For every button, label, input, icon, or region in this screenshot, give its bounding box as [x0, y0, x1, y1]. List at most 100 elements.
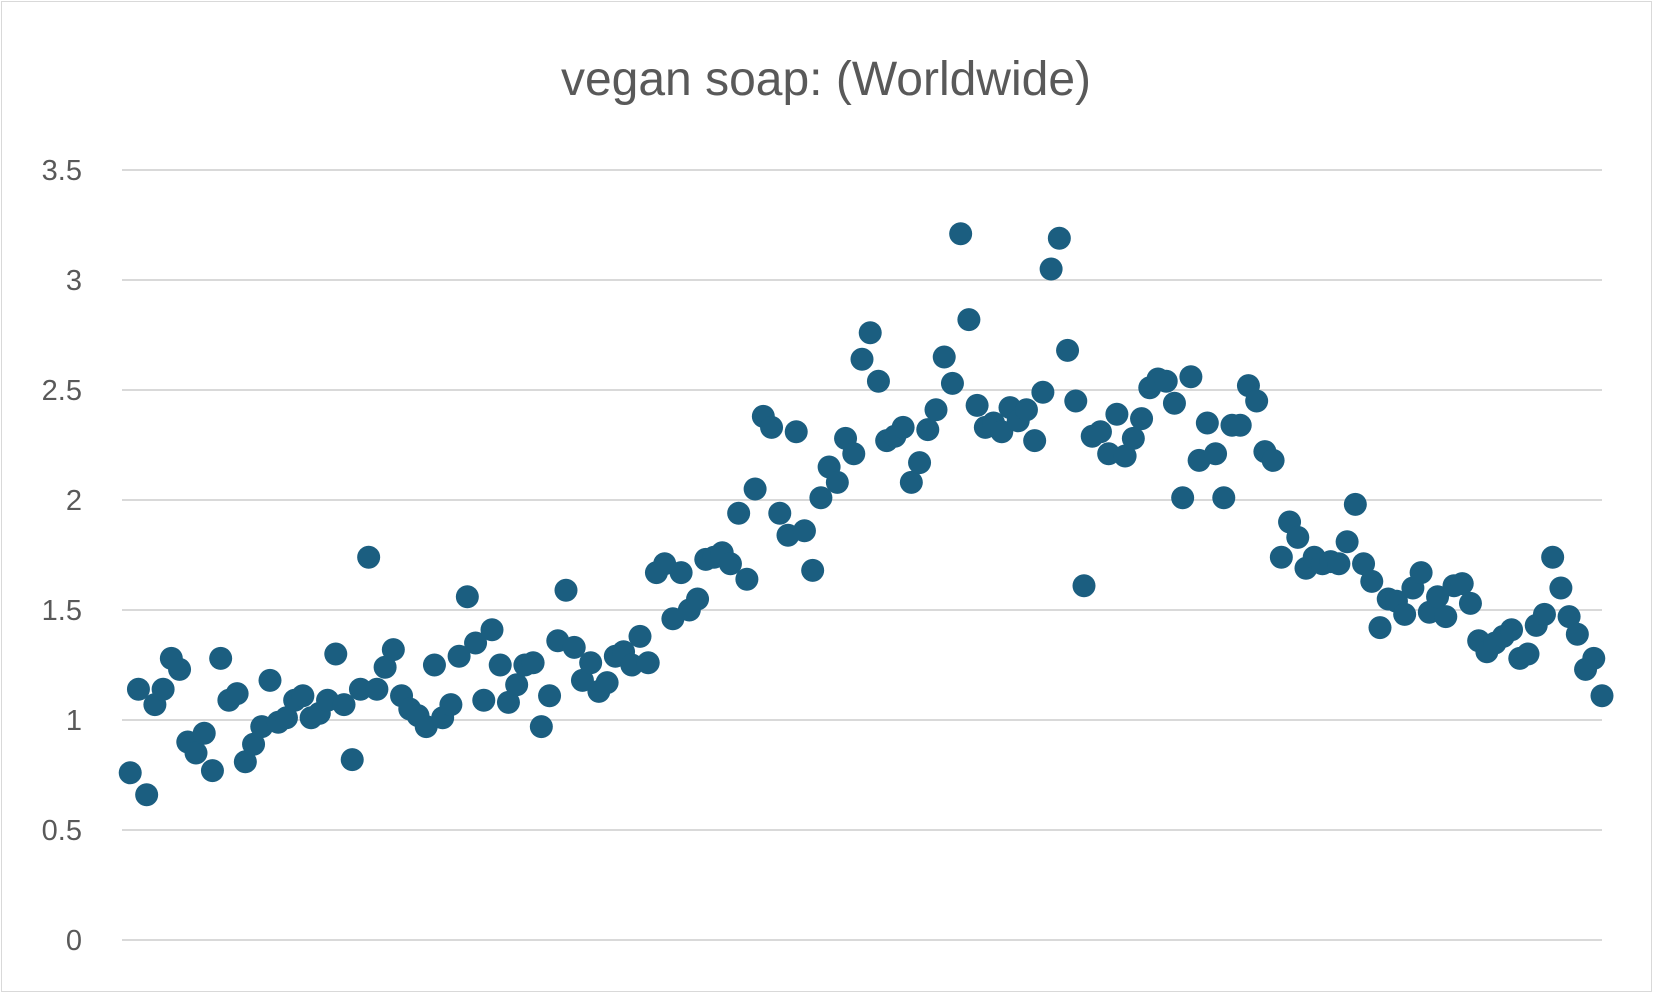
data-point	[562, 635, 586, 659]
data-point	[1245, 389, 1269, 413]
data-point	[1327, 552, 1351, 576]
data-point	[1269, 545, 1293, 569]
data-point	[949, 222, 973, 246]
data-point	[1286, 525, 1310, 549]
y-tick-label: 0.5	[42, 815, 82, 847]
data-point	[1039, 257, 1063, 281]
data-point	[1195, 411, 1219, 435]
data-point	[324, 642, 348, 666]
data-point	[1335, 530, 1359, 554]
data-point	[743, 477, 767, 501]
data-point	[1064, 389, 1088, 413]
data-point	[570, 668, 594, 692]
data-point	[768, 501, 792, 525]
data-point	[891, 415, 915, 439]
data-point	[455, 585, 479, 609]
data-point	[628, 624, 652, 648]
data-point	[538, 684, 562, 708]
data-point	[1261, 448, 1285, 472]
data-point	[1393, 602, 1417, 626]
data-point	[126, 677, 150, 701]
data-point	[1121, 426, 1145, 450]
data-point	[1557, 605, 1581, 629]
data-point	[784, 420, 808, 444]
data-point	[521, 651, 545, 675]
data-point	[274, 706, 298, 730]
data-point	[792, 519, 816, 543]
data-point	[480, 618, 504, 642]
data-point	[1434, 605, 1458, 629]
data-point	[669, 561, 693, 585]
data-point	[916, 418, 940, 442]
data-point	[332, 693, 356, 717]
data-point	[1056, 338, 1080, 362]
data-point	[809, 486, 833, 510]
data-point	[472, 688, 496, 712]
data-point	[1154, 369, 1178, 393]
data-point	[1204, 442, 1228, 466]
data-point	[858, 321, 882, 345]
data-point	[233, 750, 257, 774]
data-point	[373, 655, 397, 679]
data-point	[1179, 365, 1203, 389]
data-point	[496, 690, 520, 714]
data-point	[965, 393, 989, 417]
data-point	[727, 501, 751, 525]
data-point	[1565, 622, 1589, 646]
data-point	[439, 693, 463, 717]
data-point	[1105, 402, 1129, 426]
data-point	[735, 567, 759, 591]
data-point	[464, 631, 488, 655]
data-point	[1212, 486, 1236, 510]
data-point	[1516, 642, 1540, 666]
data-point	[242, 732, 266, 756]
data-point	[1582, 646, 1606, 670]
data-point	[908, 451, 932, 475]
data-point	[447, 644, 471, 668]
y-tick-label: 3.5	[42, 155, 82, 187]
data-point	[225, 682, 249, 706]
data-point	[505, 673, 529, 697]
data-point	[1023, 429, 1047, 453]
y-tick-label: 0	[66, 925, 82, 957]
data-point	[1047, 226, 1071, 250]
data-point	[1228, 413, 1252, 437]
data-point	[932, 345, 956, 369]
data-point	[422, 653, 446, 677]
data-point	[1450, 572, 1474, 596]
data-point	[1458, 591, 1482, 615]
data-point	[924, 398, 948, 422]
data-point	[529, 715, 553, 739]
data-point	[1426, 585, 1450, 609]
data-point	[1549, 576, 1573, 600]
data-point	[1088, 420, 1112, 444]
data-point	[825, 470, 849, 494]
y-axis-tick-labels: 0 0.5 1 1.5 2 2.5 3 3.5	[42, 155, 82, 957]
data-point	[554, 578, 578, 602]
data-point	[488, 653, 512, 677]
data-point	[1130, 407, 1154, 431]
data-point	[151, 677, 175, 701]
data-point	[184, 741, 208, 765]
data-points	[118, 222, 1614, 807]
data-point	[258, 668, 282, 692]
data-point	[291, 684, 315, 708]
y-tick-label: 2.5	[42, 375, 82, 407]
data-point	[1590, 684, 1614, 708]
y-tick-label: 2	[66, 485, 82, 517]
data-point	[899, 470, 923, 494]
data-point	[365, 677, 389, 701]
y-tick-label: 3	[66, 265, 82, 297]
y-tick-label: 1	[66, 705, 82, 737]
data-point	[1162, 391, 1186, 415]
data-point	[381, 638, 405, 662]
gridlines	[122, 169, 1602, 941]
data-point	[579, 651, 603, 675]
data-point	[760, 415, 784, 439]
data-point	[636, 651, 660, 675]
data-point	[118, 761, 142, 785]
data-point	[1113, 444, 1137, 468]
data-point	[192, 721, 216, 745]
data-point	[990, 420, 1014, 444]
data-point	[1072, 574, 1096, 598]
